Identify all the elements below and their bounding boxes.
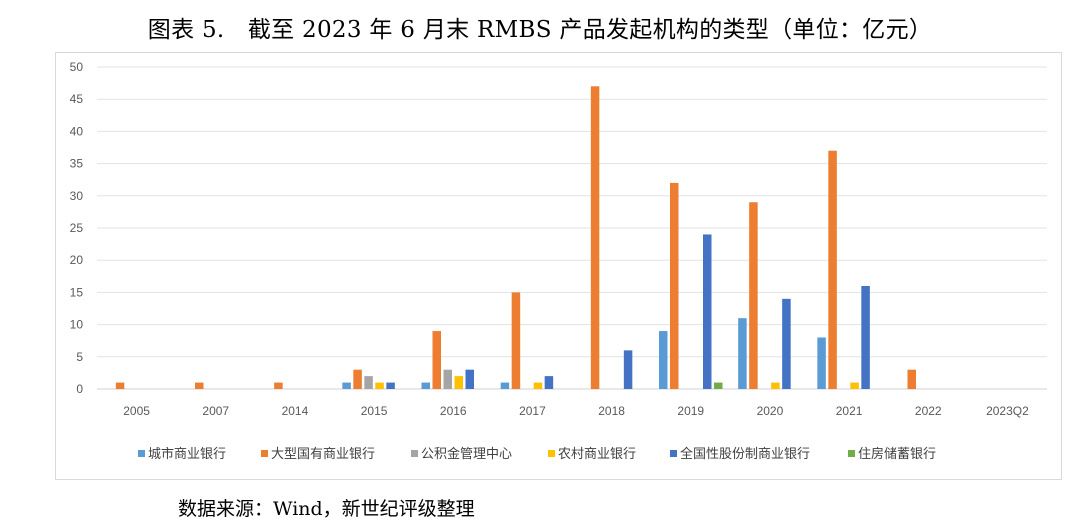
bar: [432, 331, 441, 389]
y-tick-label: 10: [70, 318, 84, 332]
y-tick-label: 20: [70, 253, 84, 267]
y-tick-label: 15: [70, 285, 84, 299]
legend-label: 全国性股份制商业银行: [680, 446, 810, 462]
bar: [274, 382, 283, 389]
bar: [817, 337, 826, 389]
bar: [659, 331, 668, 389]
bar: [544, 376, 554, 389]
legend-swatch: [548, 450, 555, 457]
y-tick-label: 40: [70, 124, 84, 138]
gridlines: [97, 66, 1047, 390]
bar: [511, 292, 521, 389]
y-tick-label: 5: [76, 350, 83, 364]
bar: [703, 234, 712, 389]
bar: [421, 382, 430, 389]
bar-chart: 0 5 10 15 20 25 30 35 40 45 50 2005 2007 2014 2015 201…: [70, 60, 1047, 462]
bar: [115, 382, 125, 389]
legend-label: 住房储蓄银行: [858, 446, 936, 462]
legend-swatch: [670, 450, 677, 457]
bar: [771, 382, 780, 389]
chart-frame: [55, 52, 1062, 480]
x-tick-label: 2017: [519, 404, 546, 418]
bar: [386, 382, 395, 389]
y-tick-label: 50: [70, 60, 84, 74]
bar: [353, 369, 362, 389]
x-axis-ticks: 2005 2007 2014 2015 2016 2017 2018 2019 2020 2021…: [123, 404, 1029, 418]
y-tick-label: 35: [70, 157, 84, 171]
y-tick-label: 25: [70, 221, 84, 235]
x-tick-label: 2022: [915, 404, 942, 418]
bar: [500, 382, 510, 389]
bar: [861, 285, 870, 389]
x-tick-label: 2023Q2: [986, 404, 1029, 418]
bar: [533, 382, 543, 389]
bar: [714, 382, 723, 389]
x-tick-label: 2015: [361, 404, 388, 418]
x-tick-label: 2005: [123, 404, 150, 418]
figure-title: 图表 5. 截至 2023 年 6 月末 RMBS 产品发起机构的类型（单位：亿…: [147, 17, 933, 43]
y-axis-ticks: 0 5 10 15 20 25 30 35 40 45 50: [70, 60, 84, 396]
legend: 城市商业银行 大型国有商业银行 公积金管理中心 农村商业银行 全国性股份制商业银行 住房储…: [138, 446, 936, 462]
bar: [364, 376, 373, 389]
bar: [443, 369, 452, 389]
x-tick-label: 2019: [677, 404, 704, 418]
bar: [590, 86, 600, 389]
legend-label: 城市商业银行: [148, 446, 226, 462]
x-tick-label: 2007: [202, 404, 229, 418]
bar: [623, 350, 633, 389]
bar: [782, 298, 791, 389]
y-tick-label: 45: [70, 92, 84, 106]
x-tick-label: 2021: [836, 404, 863, 418]
bar: [738, 318, 747, 389]
legend-swatch: [411, 450, 418, 457]
bars: [115, 86, 916, 389]
legend-swatch: [261, 450, 268, 457]
bar: [195, 382, 204, 389]
y-tick-label: 0: [76, 382, 83, 396]
source-note: 数据来源：Wind，新世纪评级整理: [178, 498, 475, 520]
bar: [375, 382, 384, 389]
bar: [454, 376, 463, 389]
legend-swatch: [138, 450, 145, 457]
y-tick-label: 30: [70, 189, 84, 203]
x-tick-label: 2020: [757, 404, 784, 418]
bar: [828, 150, 837, 389]
x-tick-label: 2014: [282, 404, 309, 418]
bar: [342, 382, 351, 389]
x-tick-label: 2018: [598, 404, 625, 418]
legend-label: 大型国有商业银行: [271, 447, 375, 462]
legend-label: 公积金管理中心: [421, 446, 512, 462]
bar: [850, 382, 859, 389]
bar: [670, 182, 679, 389]
bar: [749, 202, 758, 389]
legend-label: 农村商业银行: [558, 447, 636, 462]
legend-swatch: [848, 450, 855, 457]
x-tick-label: 2016: [440, 404, 467, 418]
bar: [465, 369, 474, 389]
bar: [907, 369, 916, 389]
